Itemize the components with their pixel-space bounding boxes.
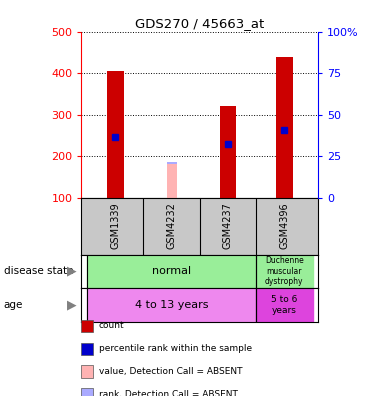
Bar (166, 162, 177, 164)
Text: GSM1339: GSM1339 (110, 203, 120, 249)
Text: ▶: ▶ (67, 299, 77, 312)
Text: GSM4396: GSM4396 (279, 203, 289, 249)
Text: value, Detection Call = ABSENT: value, Detection Call = ABSENT (99, 367, 242, 376)
Text: count: count (99, 322, 124, 330)
Title: GDS270 / 45663_at: GDS270 / 45663_at (135, 17, 265, 30)
Text: normal: normal (152, 267, 191, 276)
Text: 5 to 6
years: 5 to 6 years (271, 295, 297, 315)
Text: disease state: disease state (4, 267, 73, 276)
Bar (219, 106, 236, 198)
Text: age: age (4, 300, 23, 310)
Bar (276, 57, 293, 198)
Bar (166, 164, 177, 198)
Bar (107, 71, 124, 198)
Text: 4 to 13 years: 4 to 13 years (135, 300, 208, 310)
Text: percentile rank within the sample: percentile rank within the sample (99, 345, 252, 353)
Text: rank, Detection Call = ABSENT: rank, Detection Call = ABSENT (99, 390, 238, 396)
Text: GSM4232: GSM4232 (166, 203, 176, 249)
Text: Duchenne
muscular
dystrophy: Duchenne muscular dystrophy (265, 257, 304, 286)
Text: ▶: ▶ (67, 265, 77, 278)
Text: GSM4237: GSM4237 (223, 203, 233, 249)
